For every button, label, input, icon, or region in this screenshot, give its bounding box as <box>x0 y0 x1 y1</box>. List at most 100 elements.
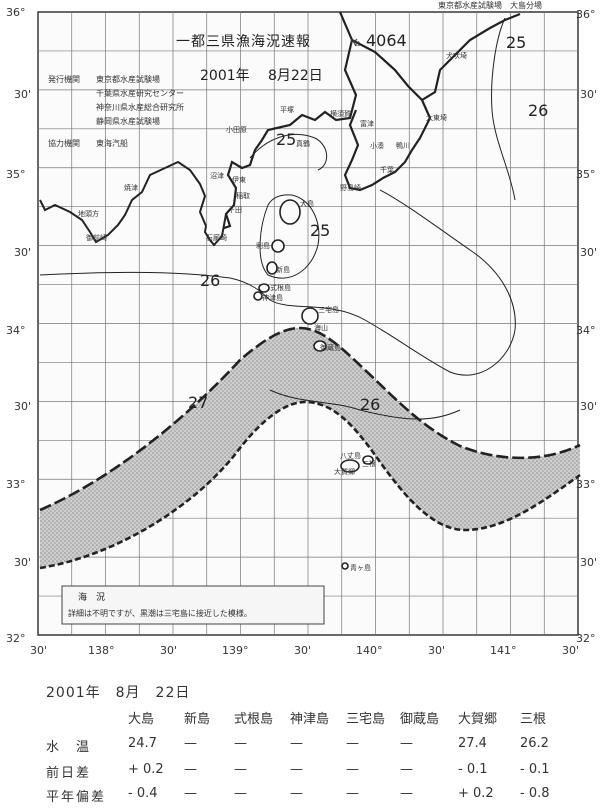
bulletin-month-day: 8月22日 <box>268 68 323 84</box>
place-ito: 伊東 <box>232 175 246 184</box>
isotherm-label-26-south: 26 <box>360 395 380 414</box>
coastline-boso <box>343 12 521 192</box>
legend-box <box>61 585 325 625</box>
coastline-kanto <box>205 11 358 232</box>
place-sannsonejima: 三根 <box>362 459 376 468</box>
issuer-0: 東京都水産試験場 <box>96 74 160 84</box>
kuroshio-north-edge <box>39 326 581 512</box>
lon-label-140-30: 30' <box>428 644 445 657</box>
coastline-izu-peninsula <box>203 213 227 247</box>
legend-text: 詳細は不明ですが、黒潮は三宅島に接近した模様。 <box>68 608 252 618</box>
place-yaizu: 焼津 <box>124 183 138 192</box>
table-cell: 24.7 <box>128 736 157 751</box>
lon-labels: 30' 138° 30' 139° 30' 140° 30' 141° 30' <box>30 644 579 657</box>
lon-label-139: 139° <box>222 644 249 657</box>
lat-label-right-36: 36° <box>576 8 596 21</box>
table-cell: — <box>346 736 359 751</box>
place-taitozaki: 太東埼 <box>426 113 447 122</box>
lon-label-138-30: 30' <box>160 644 177 657</box>
place-irozaki: 石廊崎 <box>206 233 227 242</box>
place-miyakejima: 三宅島 <box>318 305 339 314</box>
place-futtsu: 富津 <box>360 119 374 128</box>
table-cell: — <box>184 762 197 777</box>
table-column-header: 新島 <box>184 712 211 727</box>
table-cell: — <box>290 786 303 801</box>
place-okago: 大賀郷 <box>334 467 355 476</box>
lat-labels-right: 36° 30' 35° 30' 34° 30' 33° 30' 32° <box>576 8 597 645</box>
place-chiba: 千葉 <box>380 165 394 174</box>
lat-label-36: 36° <box>6 6 26 19</box>
table-row-label: 平年偏差 <box>46 790 107 805</box>
isotherm-label-26-west: 26 <box>200 271 220 290</box>
place-odawara: 小田原 <box>226 125 247 134</box>
place-toshima: 利島 <box>256 241 270 250</box>
place-hiratsuka: 平塚 <box>280 105 294 114</box>
place-kozushima: 神津島 <box>262 293 283 302</box>
place-numazu: 沼津 <box>210 171 224 180</box>
lat-label-35-30: 30' <box>14 88 31 101</box>
lon-label-137-30: 30' <box>30 644 47 657</box>
lat-label-32-30: 30' <box>14 556 31 569</box>
lat-label-34: 34° <box>6 324 26 337</box>
table-cell: - 0.1 <box>520 762 550 777</box>
lon-label-139-30: 30' <box>294 644 311 657</box>
table-column-header: 三根 <box>520 712 547 727</box>
coastline-izu-shizuoka <box>39 160 207 244</box>
place-yokosuka: 横須賀 <box>330 109 351 118</box>
place-niijima: 新島 <box>276 265 290 274</box>
place-shikinejima: 式根島 <box>270 283 291 292</box>
lat-label-33: 33° <box>6 478 26 491</box>
table-column-header: 神津島 <box>290 712 330 727</box>
table-column-header: 式根島 <box>234 712 274 727</box>
bulletin-year: 2001年 <box>200 68 250 84</box>
issuer-2: 神奈川県水産総合研究所 <box>96 102 184 112</box>
table-column-header: 大賀郷 <box>458 712 498 727</box>
issuer-3: 静岡県水産試験場 <box>96 116 160 126</box>
isotherm-label-25-oshima: 25 <box>310 221 330 240</box>
place-kominato: 小湊 <box>370 141 384 150</box>
lat-label-right-34-30: 30' <box>580 246 597 259</box>
lat-label-right-35-30: 30' <box>580 88 597 101</box>
isotherm-label-27: 27 <box>188 393 208 412</box>
place-inubozaki: 犬吠埼 <box>446 51 467 60</box>
table-cell: — <box>290 762 303 777</box>
table-date: 2001年 8月 22日 <box>46 685 191 701</box>
table-cell: — <box>184 786 197 801</box>
table-column-header: 御蔵島 <box>400 712 440 727</box>
place-mikurajima: 御蔵島 <box>320 343 341 352</box>
lat-label-34-30: 30' <box>14 246 31 259</box>
bulletin-number: 4064 <box>366 31 407 50</box>
lon-label-141-30: 30' <box>562 644 579 657</box>
lat-label-right-33: 33° <box>576 478 596 491</box>
place-inatori: 稲取 <box>236 191 250 200</box>
table-cell: — <box>400 762 413 777</box>
bulletin-number-label: № <box>350 38 360 49</box>
table-cell: — <box>346 762 359 777</box>
table-cell: — <box>400 786 413 801</box>
lat-label-32: 32° <box>6 632 26 645</box>
table-row-label: 前日差 <box>46 766 92 781</box>
table-cell: + 0.2 <box>458 786 494 801</box>
place-shimoda: 下田 <box>228 206 242 214</box>
place-manazuru: 真鶴 <box>296 139 310 148</box>
place-kaiyama: 海山 <box>314 323 328 332</box>
table-cell: — <box>400 736 413 751</box>
table-cell: — <box>234 786 247 801</box>
isotherms <box>39 17 516 420</box>
table-cell: — <box>234 736 247 751</box>
table-cell: 26.2 <box>520 736 549 751</box>
water-temperature-table: 2001年 8月 22日 大島 新島 式根島 神津島 三宅島 御蔵島 大賀郷 三根 水 温 24… <box>0 660 600 808</box>
isotherm-labels: 25 26 25 25 26 27 26 <box>188 33 548 414</box>
place-labels: 犬吠埼 太東埼 小湊 鴨川 千葉 富津 野島崎 横須賀 平塚 小田原 真鶴 沼津… <box>78 51 467 572</box>
table-cell: — <box>290 736 303 751</box>
isotherm-label-25-bay: 25 <box>276 130 296 149</box>
table-cell: 27.4 <box>458 736 487 751</box>
coop-label: 協力機関 <box>48 138 80 148</box>
lon-label-140: 140° <box>356 644 383 657</box>
table-cell: + 0.2 <box>128 762 164 777</box>
table-row-label: 水 温 <box>46 740 92 755</box>
place-chikyu: 地頭方 <box>78 209 99 218</box>
place-omaezaki: 御前崎 <box>86 233 107 242</box>
place-aogashima: 青ヶ島 <box>350 563 371 572</box>
bulletin-title: 一都三県漁海況速報 <box>176 34 311 50</box>
